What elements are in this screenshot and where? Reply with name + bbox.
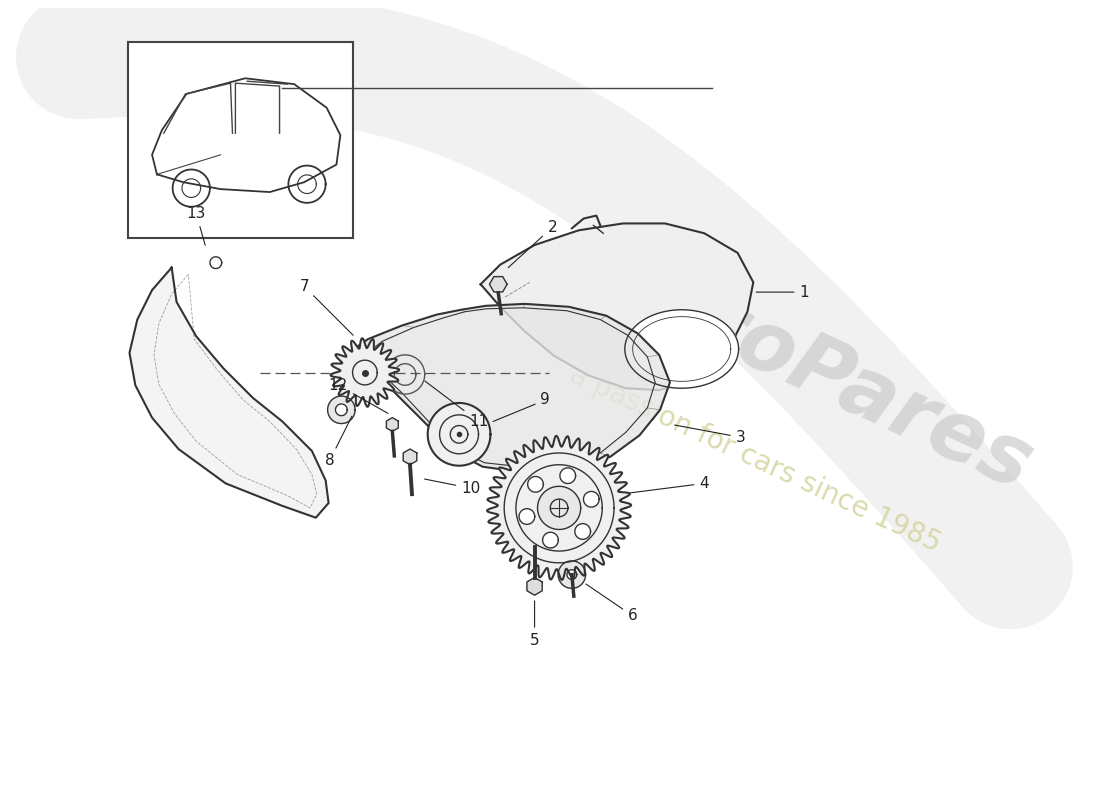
Text: 5: 5	[530, 601, 539, 648]
Text: 11: 11	[425, 381, 488, 429]
Polygon shape	[336, 404, 348, 416]
Polygon shape	[625, 310, 738, 388]
Polygon shape	[331, 338, 399, 406]
Polygon shape	[558, 561, 585, 588]
Text: 6: 6	[586, 584, 638, 623]
Polygon shape	[527, 578, 542, 595]
Polygon shape	[528, 477, 543, 492]
Polygon shape	[328, 396, 355, 423]
Text: 8: 8	[324, 416, 352, 468]
Text: euroPares: euroPares	[582, 234, 1046, 507]
Polygon shape	[519, 509, 535, 524]
Polygon shape	[428, 403, 491, 466]
Polygon shape	[575, 524, 591, 539]
Polygon shape	[481, 223, 754, 390]
Polygon shape	[490, 277, 507, 292]
Text: 13: 13	[187, 206, 206, 246]
Text: 4: 4	[630, 476, 710, 493]
Text: 12: 12	[329, 378, 388, 414]
Bar	[128, 42, 353, 238]
Text: 1: 1	[756, 285, 810, 300]
Polygon shape	[349, 304, 670, 474]
Polygon shape	[130, 267, 329, 518]
Polygon shape	[538, 486, 581, 530]
Polygon shape	[386, 418, 398, 431]
Text: 7: 7	[299, 278, 353, 335]
Text: a passion for cars since 1985: a passion for cars since 1985	[565, 360, 945, 558]
Text: 9: 9	[493, 393, 550, 422]
Text: 10: 10	[425, 479, 481, 496]
Polygon shape	[583, 491, 600, 507]
Polygon shape	[566, 570, 576, 579]
Polygon shape	[560, 468, 575, 483]
Polygon shape	[404, 449, 417, 465]
Polygon shape	[542, 532, 559, 548]
Text: 2: 2	[508, 220, 557, 268]
Text: 3: 3	[674, 425, 746, 445]
Polygon shape	[487, 436, 631, 580]
